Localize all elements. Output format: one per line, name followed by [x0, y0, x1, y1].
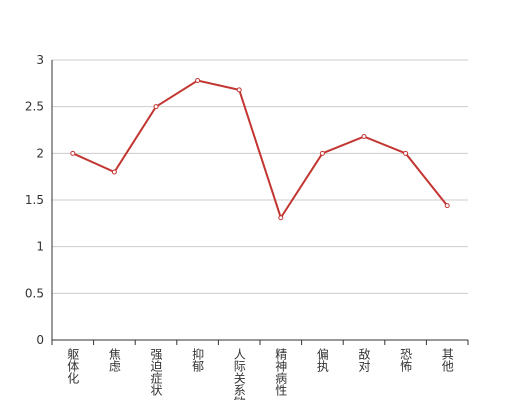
- x-tick-label: 其他: [440, 348, 454, 372]
- point: [444, 203, 450, 209]
- x-tick-label: 强迫症状: [149, 348, 163, 396]
- y-tick-label: 1: [36, 240, 44, 254]
- point: [403, 150, 409, 156]
- y-tick-label: 1.5: [25, 193, 44, 207]
- y-tick-label: 0.5: [25, 286, 44, 300]
- y-tick-label: 2: [36, 146, 44, 160]
- x-tick-label: 恐怖: [399, 348, 413, 372]
- point: [111, 169, 117, 175]
- point: [278, 215, 284, 221]
- point: [153, 104, 159, 110]
- point: [195, 78, 201, 84]
- x-tick-label: 敌对: [357, 347, 371, 372]
- x-tick-label: 人际关系敏感: [232, 348, 246, 400]
- point: [70, 150, 76, 156]
- x-tick-label: 焦虑: [107, 348, 121, 372]
- point: [236, 87, 242, 93]
- x-tick-label: 抑郁: [191, 347, 205, 373]
- line: [72, 79, 448, 221]
- point: [319, 150, 325, 156]
- y-tick-label: 3: [36, 53, 44, 67]
- x-tick-label: 躯体化: [66, 347, 80, 385]
- y-tick-label: 2.5: [25, 100, 44, 114]
- y-tick-label: 0: [36, 333, 44, 347]
- point: [361, 134, 367, 140]
- x-tick-label: 精神病性: [274, 348, 288, 397]
- x-tick-label: 偏执: [315, 347, 329, 373]
